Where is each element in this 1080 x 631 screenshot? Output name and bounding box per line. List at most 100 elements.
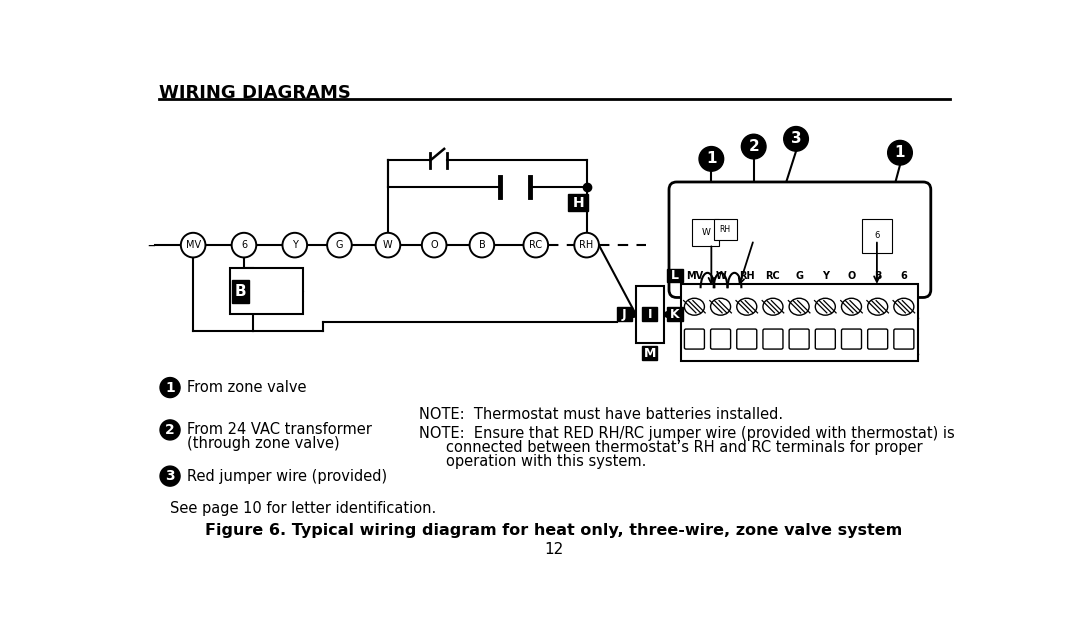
Text: J: J [622, 308, 626, 321]
Text: 2: 2 [748, 139, 759, 154]
Text: 12: 12 [544, 542, 563, 557]
Bar [230, 268, 303, 314]
Text: 5: 5 [275, 273, 282, 283]
Ellipse shape [894, 298, 914, 316]
Text: WIRING DIAGRAMS: WIRING DIAGRAMS [159, 84, 351, 102]
Text: G: G [795, 271, 804, 281]
Text: 6: 6 [251, 273, 256, 283]
FancyBboxPatch shape [894, 329, 914, 349]
Circle shape [327, 233, 352, 257]
Text: From zone valve: From zone valve [187, 380, 307, 395]
Text: 6: 6 [901, 271, 907, 281]
Bar [642, 307, 658, 321]
Text: B: B [234, 284, 246, 299]
Text: K: K [671, 308, 680, 321]
Circle shape [470, 233, 495, 257]
FancyBboxPatch shape [841, 329, 862, 349]
Text: B: B [478, 240, 485, 250]
Text: W: W [715, 271, 726, 281]
FancyBboxPatch shape [737, 329, 757, 349]
Ellipse shape [737, 298, 757, 316]
Bar [642, 346, 658, 360]
Text: 1: 1 [165, 380, 175, 394]
Circle shape [160, 466, 180, 486]
Text: –: – [361, 239, 367, 252]
Text: 1: 1 [251, 300, 256, 310]
Ellipse shape [867, 298, 888, 316]
Bar [667, 307, 683, 321]
Text: 4: 4 [264, 273, 270, 283]
Bar [681, 283, 918, 361]
Text: Y: Y [822, 271, 828, 281]
Text: RC: RC [529, 240, 542, 250]
Text: From 24 VAC transformer: From 24 VAC transformer [187, 422, 372, 437]
Text: –: – [314, 239, 321, 252]
Ellipse shape [685, 298, 704, 316]
Circle shape [524, 233, 549, 257]
Text: See page 10 for letter identification.: See page 10 for letter identification. [170, 501, 436, 516]
Circle shape [699, 146, 724, 171]
FancyBboxPatch shape [762, 329, 783, 349]
FancyBboxPatch shape [685, 329, 704, 349]
Text: –: – [215, 239, 221, 252]
Text: 2: 2 [165, 423, 175, 437]
Text: W: W [383, 240, 393, 250]
FancyBboxPatch shape [789, 329, 809, 349]
Circle shape [160, 377, 180, 398]
Text: NOTE:  Thermostat must have batteries installed.: NOTE: Thermostat must have batteries ins… [419, 407, 783, 422]
Text: –: – [148, 238, 156, 252]
Text: –: – [408, 239, 414, 252]
Text: MV: MV [186, 240, 201, 250]
Bar [231, 280, 248, 303]
Text: RH: RH [719, 225, 731, 234]
Text: O: O [430, 240, 438, 250]
Text: –: – [267, 239, 272, 252]
Bar [636, 286, 663, 343]
Text: Red jumper wire (provided): Red jumper wire (provided) [187, 469, 387, 483]
Text: NOTE:  Ensure that RED RH/RC jumper wire (provided with thermostat) is: NOTE: Ensure that RED RH/RC jumper wire … [419, 427, 955, 441]
Text: 6: 6 [874, 232, 879, 240]
Text: Figure 6. Typical wiring diagram for heat only, three-wire, zone valve system: Figure 6. Typical wiring diagram for hea… [205, 522, 902, 538]
Text: operation with this system.: operation with this system. [446, 454, 646, 469]
Text: MV: MV [686, 271, 703, 281]
Text: 1: 1 [894, 145, 905, 160]
Text: I: I [648, 308, 652, 321]
Text: (through zone valve): (through zone valve) [187, 436, 339, 451]
Text: O: O [848, 271, 855, 281]
FancyBboxPatch shape [867, 329, 888, 349]
Text: 6: 6 [241, 240, 247, 250]
Bar [667, 269, 683, 283]
Text: 3: 3 [165, 469, 175, 483]
FancyBboxPatch shape [711, 329, 730, 349]
Ellipse shape [841, 298, 862, 316]
Text: –: – [455, 239, 461, 252]
Circle shape [422, 233, 446, 257]
Ellipse shape [789, 298, 809, 316]
FancyBboxPatch shape [815, 329, 835, 349]
Text: 2: 2 [264, 300, 270, 310]
Text: G: G [336, 240, 343, 250]
Circle shape [376, 233, 401, 257]
Text: connected between thermostat’s RH and RC terminals for proper: connected between thermostat’s RH and RC… [446, 440, 922, 455]
Text: M: M [644, 347, 656, 360]
Text: Y: Y [292, 240, 298, 250]
Text: 1: 1 [706, 151, 717, 167]
Circle shape [160, 420, 180, 440]
Ellipse shape [711, 298, 730, 316]
Text: –: – [505, 239, 512, 252]
FancyBboxPatch shape [669, 182, 931, 297]
Circle shape [575, 233, 599, 257]
Text: B: B [874, 271, 881, 281]
Text: RC: RC [766, 271, 781, 281]
Text: RH: RH [739, 271, 755, 281]
Circle shape [231, 233, 256, 257]
Bar [617, 307, 632, 321]
Ellipse shape [815, 298, 835, 316]
Text: L: L [671, 269, 679, 282]
Text: RH: RH [580, 240, 594, 250]
Bar [568, 194, 589, 211]
Text: H: H [572, 196, 584, 209]
Circle shape [741, 134, 766, 159]
Circle shape [283, 233, 307, 257]
Ellipse shape [762, 298, 783, 316]
